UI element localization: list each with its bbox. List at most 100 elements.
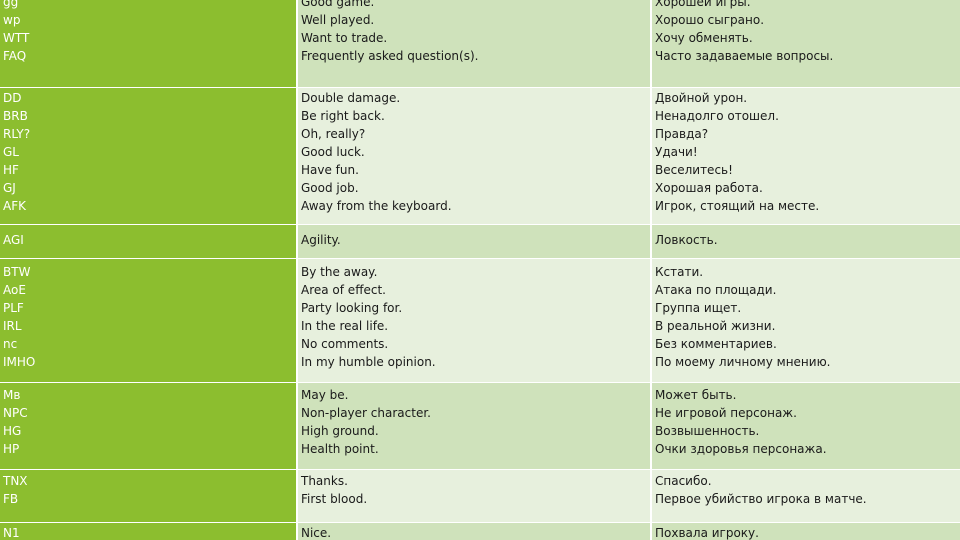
abbreviation: PLF [3, 301, 24, 315]
english-cell: Double damage. Be right back. Oh, really… [298, 88, 652, 224]
table-row: N1 Nice. Похвала игроку. [0, 522, 960, 540]
russian-meaning: Правда? [655, 127, 709, 141]
abbreviation: wp [3, 13, 21, 27]
russian-meaning: Хорошо сыграно. [655, 13, 765, 27]
english-meaning: Good job. [301, 181, 359, 195]
russian-meaning: Игрок, стоящий на месте. [655, 199, 820, 213]
abbreviation: N1 [3, 526, 20, 540]
russian-meaning: По моему личному мнению. [655, 355, 831, 369]
abbreviation: AoE [3, 283, 26, 297]
abbreviation: BRB [3, 109, 28, 123]
abbreviation-cell: DD BRB RLY? GL HF GJ AFK [0, 88, 298, 224]
russian-meaning: Хочу обменять. [655, 31, 753, 45]
english-cell: Good game. Well played. Want to trade. F… [298, 0, 652, 87]
english-meaning: Frequently asked question(s). [301, 49, 479, 63]
english-meaning: Want to trade. [301, 31, 388, 45]
russian-cell: Может быть. Не игровой персонаж. Возвыше… [652, 383, 960, 469]
abbreviation: IRL [3, 319, 22, 333]
abbreviation: gg [3, 0, 19, 9]
english-meaning: Nice. [301, 526, 332, 540]
abbreviation-cell: AGI [0, 225, 298, 258]
russian-meaning: Ненадолго отошел. [655, 109, 779, 123]
russian-meaning: Хорошая работа. [655, 181, 763, 195]
abbreviation-cell: TNX FB [0, 470, 298, 522]
english-meaning: Party looking for. [301, 301, 403, 315]
russian-meaning: Ловкость. [655, 233, 718, 247]
abbreviation: IMHO [3, 355, 36, 369]
english-meaning: Away from the keyboard. [301, 199, 452, 213]
russian-meaning: Веселитесь! [655, 163, 733, 177]
abbreviation: DD [3, 91, 22, 105]
english-cell: Thanks. First blood. [298, 470, 652, 522]
table-row: TNX FB Thanks. First blood. Спасибо. Пер… [0, 469, 960, 522]
abbreviation: AFK [3, 199, 26, 213]
english-meaning: May be. [301, 388, 349, 402]
russian-cell: Двойной урон. Ненадолго отошел. Правда? … [652, 88, 960, 224]
english-meaning: Health point. [301, 442, 379, 456]
english-cell: Nice. [298, 523, 652, 540]
russian-cell: Ловкость. [652, 225, 960, 258]
russian-meaning: Двойной урон. [655, 91, 748, 105]
english-meaning: First blood. [301, 492, 368, 506]
english-meaning: In the real life. [301, 319, 389, 333]
abbreviation: RLY? [3, 127, 31, 141]
russian-meaning: В реальной жизни. [655, 319, 776, 333]
english-cell: Agility. [298, 225, 652, 258]
russian-meaning: Удачи! [655, 145, 698, 159]
english-meaning: Well played. [301, 13, 375, 27]
abbreviation: AGI [3, 233, 24, 247]
english-meaning: Thanks. [301, 474, 348, 488]
english-meaning: Have fun. [301, 163, 359, 177]
russian-cell: Похвала игроку. [652, 523, 960, 540]
russian-meaning: Первое убийство игрока в матче. [655, 492, 867, 506]
russian-meaning: Спасибо. [655, 474, 712, 488]
english-meaning: Be right back. [301, 109, 385, 123]
russian-meaning: Атака по площади. [655, 283, 777, 297]
russian-cell: Хорошей игры. Хорошо сыграно. Хочу обмен… [652, 0, 960, 87]
abbreviation: NPC [3, 406, 28, 420]
table-row: AGI Agility. Ловкость. [0, 224, 960, 258]
abbreviation: GJ [3, 181, 16, 195]
russian-meaning: Очки здоровья персонажа. [655, 442, 827, 456]
russian-meaning: Похвала игроку. [655, 526, 759, 540]
russian-meaning: Хорошей игры. [655, 0, 751, 9]
english-meaning: In my humble opinion. [301, 355, 436, 369]
english-cell: By the away. Area of effect. Party looki… [298, 259, 652, 382]
russian-meaning: Часто задаваемые вопросы. [655, 49, 834, 63]
abbreviation-cell: N1 [0, 523, 298, 540]
english-meaning: Good game. [301, 0, 375, 9]
russian-meaning: Может быть. [655, 388, 737, 402]
table-row: DD BRB RLY? GL HF GJ AFK Double damage. … [0, 87, 960, 224]
abbreviation: GL [3, 145, 19, 159]
russian-meaning: Кстати. [655, 265, 704, 279]
abbreviation-cell: gg wp WTT FAQ [0, 0, 298, 87]
russian-meaning: Без комментариев. [655, 337, 777, 351]
abbreviation: Mв [3, 388, 21, 402]
table-row: Mв NPC HG HP May be. Non-player characte… [0, 382, 960, 469]
english-meaning: Area of effect. [301, 283, 386, 297]
table-row: BTW AoE PLF IRL nc IMHO By the away. Are… [0, 258, 960, 382]
abbreviation: BTW [3, 265, 31, 279]
russian-cell: Кстати. Атака по площади. Группа ищет. В… [652, 259, 960, 382]
abbreviation: HF [3, 163, 19, 177]
english-meaning: By the away. [301, 265, 378, 279]
english-meaning: No comments. [301, 337, 389, 351]
abbreviation: HG [3, 424, 22, 438]
abbreviation-cell: BTW AoE PLF IRL nc IMHO [0, 259, 298, 382]
russian-meaning: Группа ищет. [655, 301, 742, 315]
abbreviation: TNX [3, 474, 28, 488]
abbreviation-cell: Mв NPC HG HP [0, 383, 298, 469]
abbreviation: WTT [3, 31, 30, 45]
russian-meaning: Возвышенность. [655, 424, 760, 438]
table-row: gg wp WTT FAQ Good game. Well played. Wa… [0, 0, 960, 87]
english-meaning: Double damage. [301, 91, 401, 105]
english-meaning: Non-player character. [301, 406, 431, 420]
english-meaning: High ground. [301, 424, 379, 438]
english-meaning: Good luck. [301, 145, 365, 159]
abbreviation: nc [3, 337, 18, 351]
english-cell: May be. Non-player character. High groun… [298, 383, 652, 469]
abbreviation: FB [3, 492, 19, 506]
abbreviation: FAQ [3, 49, 27, 63]
russian-meaning: Не игровой персонаж. [655, 406, 797, 420]
